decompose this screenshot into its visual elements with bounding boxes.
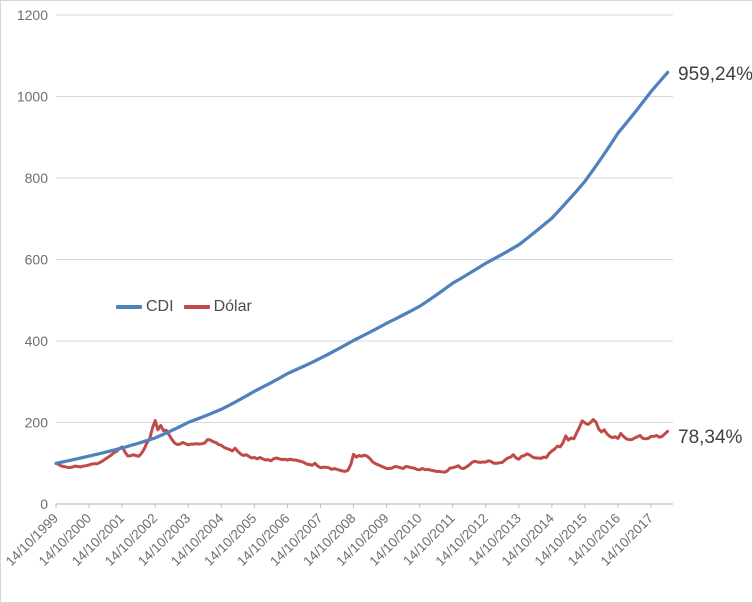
series-line-dolar — [54, 418, 670, 474]
cdi-end-value-label: 959,24% — [678, 64, 753, 85]
legend-label-cdi: CDI — [146, 298, 174, 315]
y-axis-tick-label: 200 — [25, 415, 49, 431]
dolar-line-swatch — [183, 305, 210, 309]
legend-label-dolar: Dólar — [213, 298, 252, 315]
y-axis-tick-label: 1200 — [17, 7, 48, 23]
y-axis-tick-label: 1000 — [17, 89, 48, 105]
y-axis-tick-label: 800 — [25, 170, 49, 186]
legend-item-cdi: CDI — [116, 298, 174, 316]
y-axis-tick-label: 400 — [25, 333, 49, 349]
legend: CDI Dólar — [116, 298, 252, 316]
y-axis-tick-label: 0 — [40, 496, 48, 512]
y-axis-tick-label: 600 — [25, 252, 49, 268]
series-line-cdi — [54, 70, 670, 465]
dolar-end-value-label: 78,34% — [678, 427, 743, 448]
legend-item-dolar: Dólar — [183, 298, 252, 316]
cdi-line-swatch — [116, 305, 142, 309]
